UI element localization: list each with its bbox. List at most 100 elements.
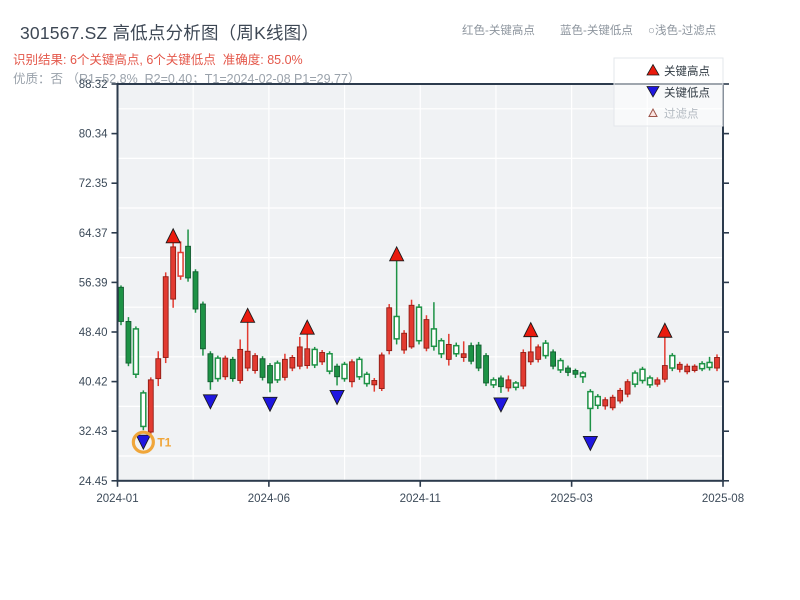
candle-body <box>661 365 668 380</box>
t1-label: T1 <box>157 436 171 450</box>
candle-body <box>624 381 631 395</box>
key-high-marker <box>165 227 181 244</box>
candle-body <box>162 276 169 358</box>
color-note-key-high: 红色-关键高点 <box>462 25 535 37</box>
candle-body <box>505 379 512 389</box>
candle-body <box>214 357 222 380</box>
candle-body <box>512 382 520 389</box>
legend-key-high-icon <box>646 63 660 76</box>
candle-body <box>572 370 579 375</box>
candle-body <box>252 355 258 371</box>
candle-body <box>475 344 482 369</box>
key-high-marker <box>523 321 539 338</box>
y-tick-label: 32.43 <box>79 426 108 438</box>
candle-body <box>296 346 303 367</box>
legend-key-high-label: 关键高点 <box>664 64 710 78</box>
t1-circle <box>131 430 155 454</box>
y-tick-label: 56.39 <box>79 277 108 289</box>
candle-body <box>483 355 489 384</box>
candle-body <box>684 365 691 373</box>
candle-body <box>341 363 348 380</box>
candle-body <box>408 304 415 348</box>
candle-body <box>401 332 407 351</box>
candle-body <box>617 389 624 402</box>
candle-body <box>490 379 497 386</box>
key-high-marker <box>239 307 256 323</box>
candle-body <box>393 315 400 340</box>
legend-filter-label: 过滤点 <box>664 108 699 121</box>
candle-body <box>155 358 162 380</box>
candle-body <box>386 307 393 352</box>
candle-body <box>200 303 206 350</box>
color-note-filter: ○浅色-过滤点 <box>648 25 717 37</box>
recognition-result-text: 识别结果: 6个关键高点, 6个关键低点 准确度: 85.0% <box>13 53 303 67</box>
candle-body <box>579 372 587 378</box>
candle-body <box>140 392 147 428</box>
candle-body <box>587 390 594 410</box>
candle-body <box>118 286 124 322</box>
key-low-marker <box>262 396 278 413</box>
candle-body <box>423 319 430 349</box>
y-tick-label: 48.40 <box>79 327 108 339</box>
candle-body <box>356 358 363 378</box>
candle-body <box>363 373 371 385</box>
legend-key-low-label: 关键低点 <box>664 86 710 100</box>
x-tick-label: 2024-06 <box>248 493 290 505</box>
legend-filter-icon <box>648 107 658 117</box>
legend-key-low-icon <box>646 86 660 98</box>
candle-body <box>259 358 266 378</box>
candle-body <box>192 271 199 310</box>
plot-border <box>116 83 724 482</box>
candle-body <box>415 306 423 342</box>
key-high-marker <box>657 322 673 338</box>
candle-body <box>714 357 720 369</box>
candle-body <box>468 345 475 362</box>
quality-summary-text: 优质：否 （R1=52.8% R2=0.40；T1=2024-02-08 P1=… <box>13 72 361 86</box>
x-tick-label: 2025-03 <box>551 493 593 505</box>
key-high-marker <box>388 245 405 262</box>
color-note-key-low: 蓝色-关键低点 <box>560 25 633 37</box>
candle-body <box>602 399 609 407</box>
candle-body <box>222 357 229 378</box>
y-tick-label: 80.34 <box>79 129 108 141</box>
key-low-marker <box>582 435 599 452</box>
candle-body <box>371 380 378 386</box>
candle-body <box>237 348 244 381</box>
key-low-marker <box>329 389 345 406</box>
legend-box <box>613 57 724 127</box>
candle-body <box>244 350 251 369</box>
candle-body <box>125 320 132 364</box>
candle-body <box>527 351 534 363</box>
candle-body <box>267 365 273 384</box>
candle-body <box>132 328 140 376</box>
y-tick-label: 88.32 <box>79 79 108 91</box>
candle-body <box>282 358 288 378</box>
candle-body <box>498 377 504 388</box>
candle-body <box>207 353 214 383</box>
candle-body <box>639 368 646 382</box>
candle-body <box>349 361 355 383</box>
candle-body <box>170 246 177 300</box>
x-tick-label: 2025-08 <box>702 493 744 505</box>
candle-body <box>565 367 571 373</box>
x-tick-label: 2024-11 <box>400 493 441 505</box>
candle-body <box>676 363 683 370</box>
key-low-marker <box>493 397 509 413</box>
candle-body <box>289 357 296 369</box>
candle-body <box>229 358 236 380</box>
candle-body <box>304 348 311 367</box>
candle-body <box>535 346 542 360</box>
candle-body <box>430 328 438 348</box>
candle-body <box>691 365 698 371</box>
candle-body <box>557 359 564 371</box>
key-low-marker <box>135 434 152 451</box>
candle-body <box>147 379 154 433</box>
candle-body <box>654 379 661 385</box>
candle-body <box>311 348 318 366</box>
candle-body <box>698 362 706 370</box>
key-low-marker <box>202 394 219 410</box>
candle-body <box>326 353 333 372</box>
candle-body <box>185 245 191 279</box>
